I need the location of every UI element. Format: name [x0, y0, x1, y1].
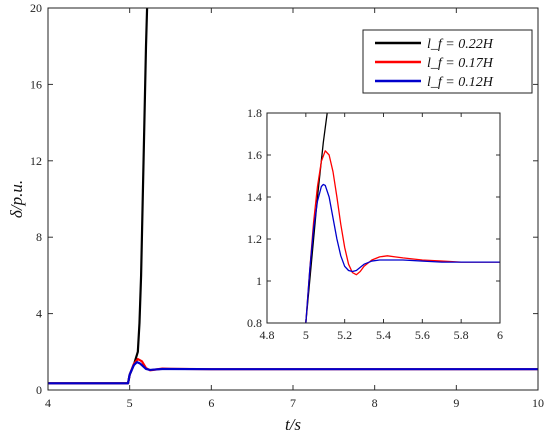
inset-y-tick-label: 1.2 — [247, 232, 262, 246]
inset-y-tick-label: 1 — [256, 274, 262, 288]
main-plot-frame — [47, 7, 539, 391]
x-axis-label: t/s — [285, 415, 301, 434]
main-x-tick-label: 7 — [290, 396, 296, 410]
inset-x-tick-label: 5.6 — [415, 328, 430, 342]
inset-series-line-2 — [305, 183, 500, 323]
main-x-tick-label: 4 — [45, 396, 51, 410]
inset-y-tick-label: 1.6 — [247, 148, 262, 162]
main-y-tick-label: 8 — [36, 230, 42, 244]
inset-series-group — [305, 113, 500, 323]
main-y-tick-label: 16 — [30, 77, 42, 91]
inset-x-tick-label: 6 — [497, 328, 503, 342]
legend-label-0: l_f = 0.22H — [427, 37, 494, 52]
inset-series-line-0 — [305, 113, 328, 323]
inset-x-tick-label: 5.2 — [337, 328, 352, 342]
legend-label-1: l_f = 0.17H — [427, 56, 494, 71]
main-series-line-0 — [48, 8, 149, 385]
main-y-tick-label: 0 — [36, 383, 42, 397]
inset-plot: 4.8 5 5.2 5.4 5.6 5.8 6 0.8 1 1.2 1.4 1.6 1.8 — [247, 106, 503, 342]
main-series-line-1 — [48, 357, 538, 385]
inset-y-tick-label: 1.8 — [247, 106, 262, 120]
legend-label-2: l_f = 0.12H — [427, 75, 494, 90]
inset-y-tick-label: 1.4 — [247, 190, 262, 204]
main-y-tick-label: 12 — [30, 154, 42, 168]
inset-x-tick-label: 5 — [303, 328, 309, 342]
inset-x-tick-label: 5.8 — [454, 328, 469, 342]
inset-x-tick-label: 4.8 — [260, 328, 275, 342]
y-axis-label: δ/p.u. — [7, 180, 26, 218]
main-y-tick-label: 20 — [30, 1, 42, 15]
main-x-tick-label: 9 — [453, 396, 459, 410]
inset-background — [267, 113, 500, 323]
main-y-tick-label: 4 — [36, 307, 42, 321]
inset-y-tick-label: 0.8 — [247, 316, 262, 330]
main-x-tick-label: 10 — [532, 396, 544, 410]
main-series-group — [48, 8, 538, 385]
main-x-tick-label: 6 — [208, 396, 214, 410]
main-x-tick-label: 5 — [127, 396, 133, 410]
inset-series-line-1 — [305, 150, 500, 323]
main-series-line-2 — [48, 361, 538, 385]
inset-frame — [266, 112, 501, 324]
legend: l_f = 0.22H l_f = 0.17H l_f = 0.12H — [362, 29, 533, 94]
main-x-tick-label: 8 — [372, 396, 378, 410]
inset-x-tick-label: 5.4 — [376, 328, 391, 342]
